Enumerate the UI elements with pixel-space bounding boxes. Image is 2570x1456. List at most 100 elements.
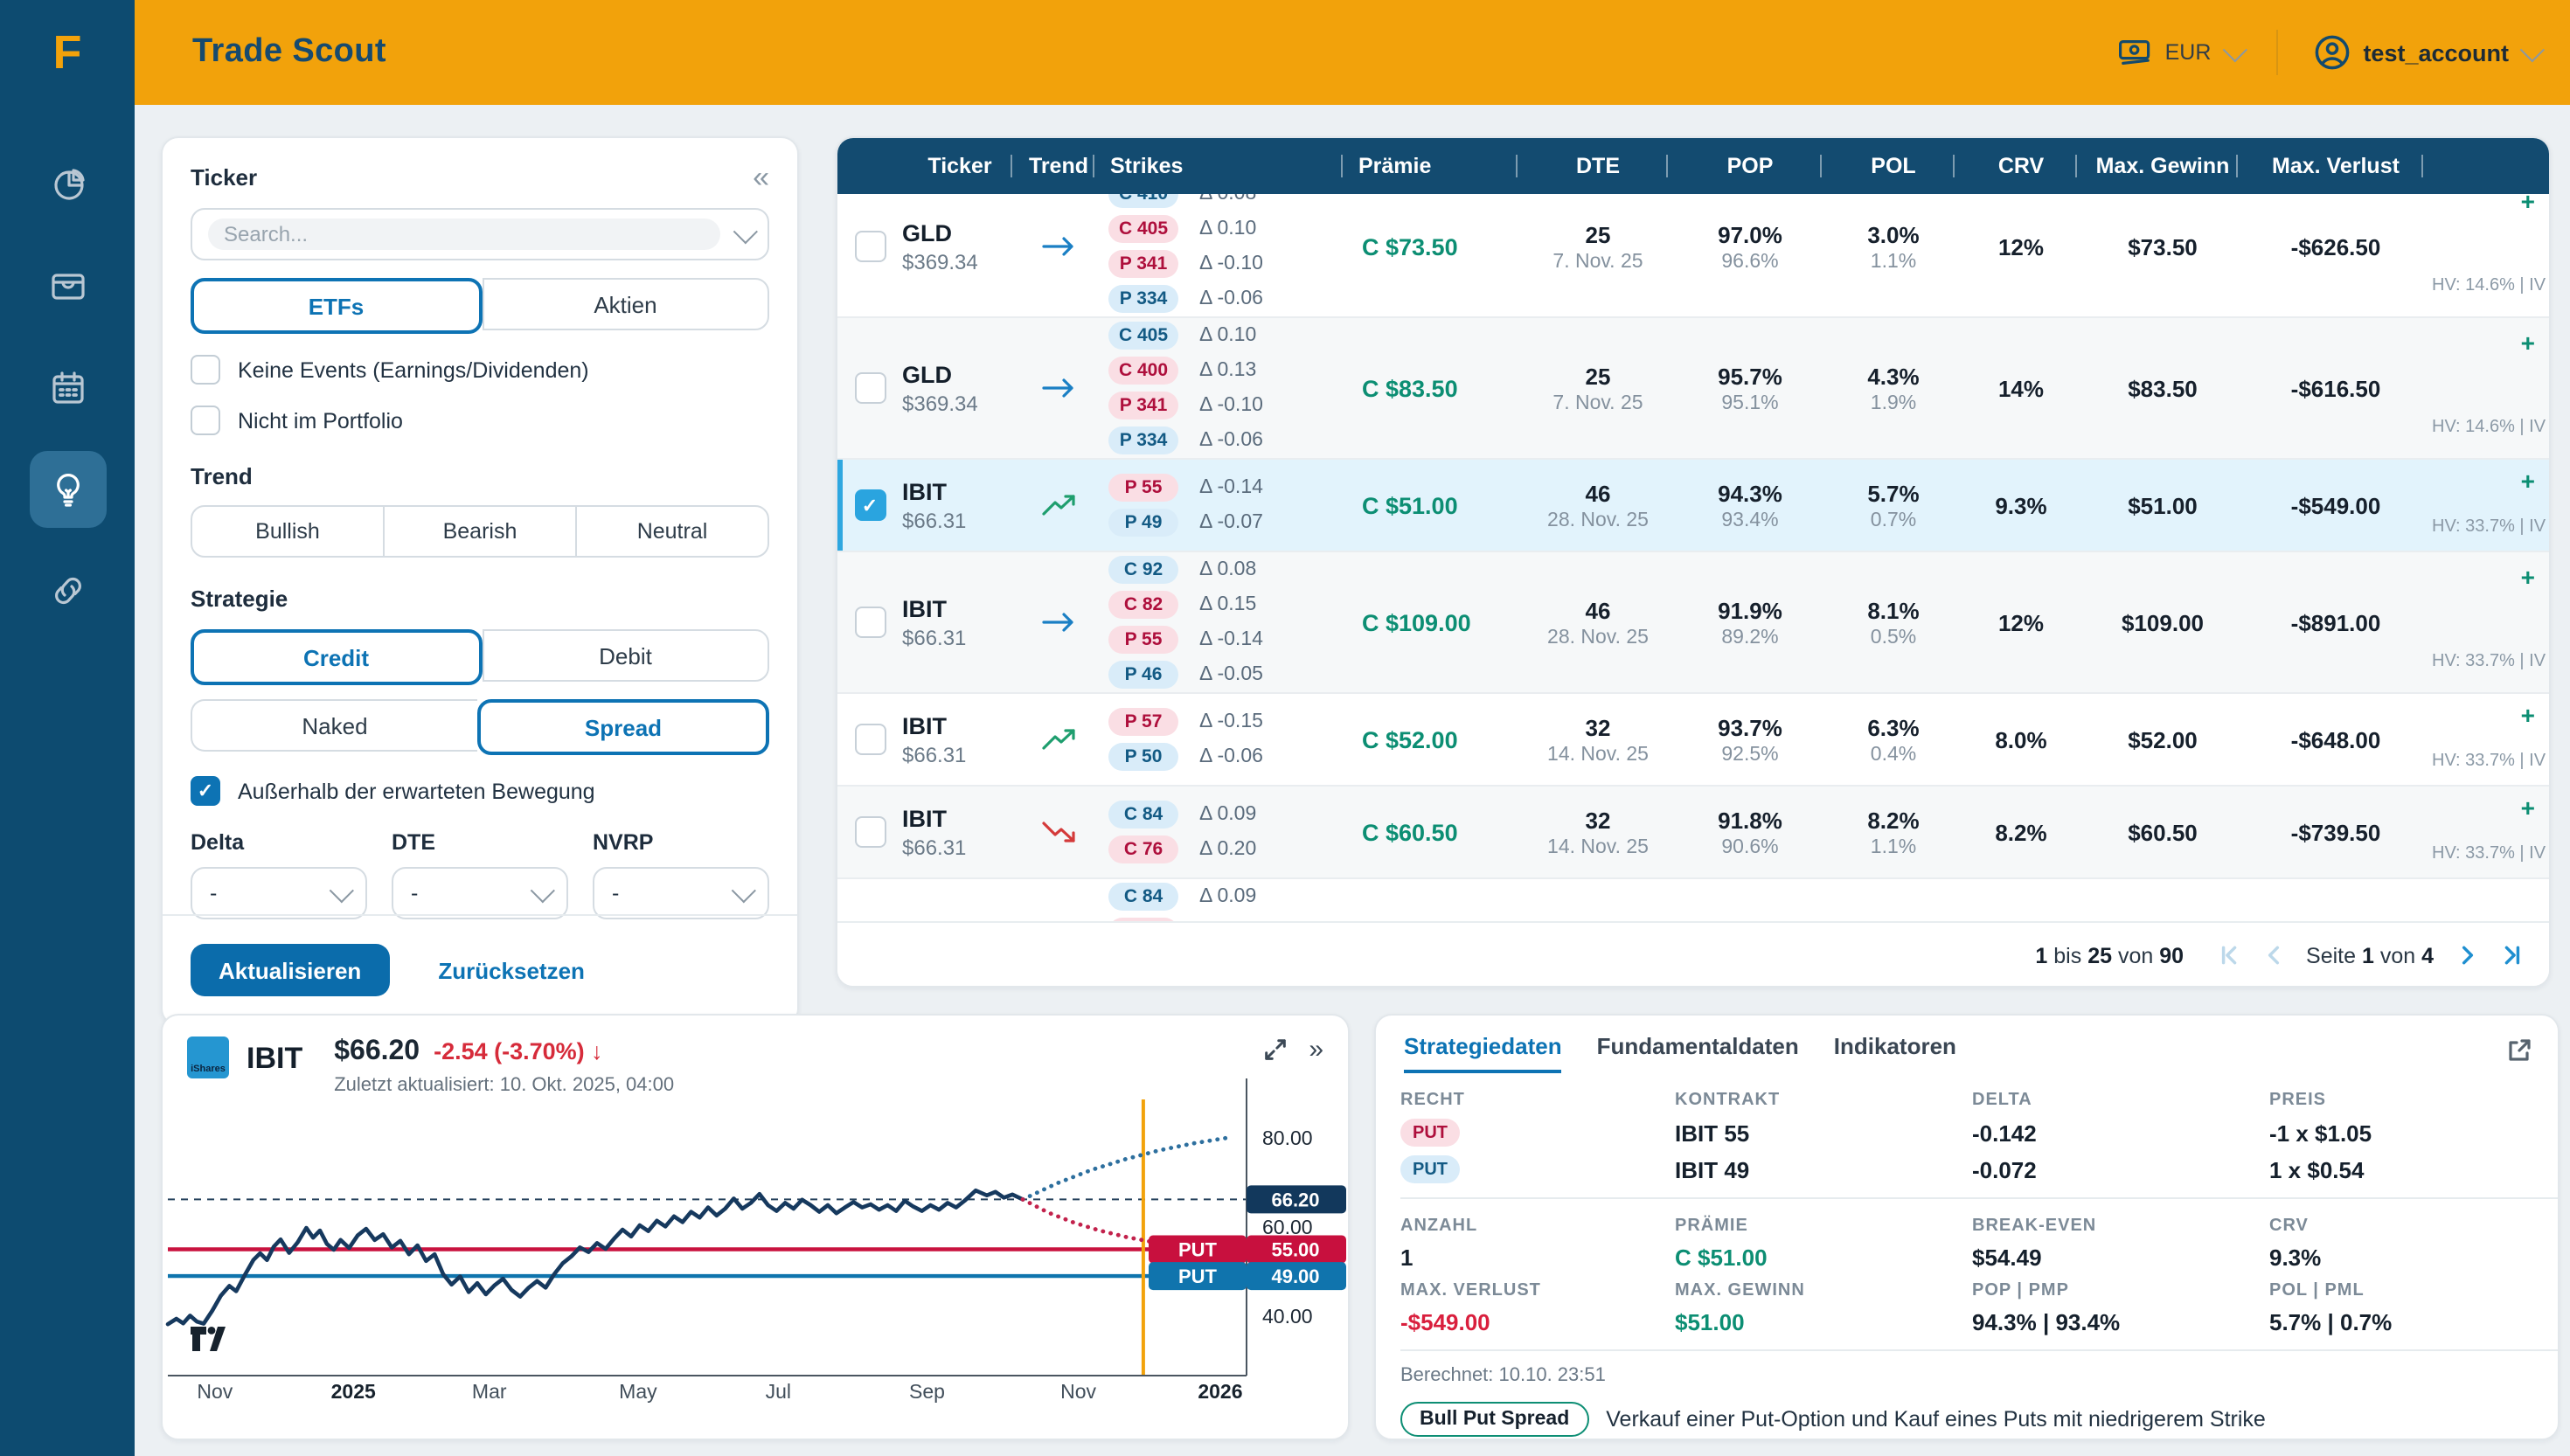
asset-tab-aktien[interactable]: Aktien [482,278,769,330]
column-header-strikes[interactable]: Strikes [1100,154,1348,178]
table-row[interactable]: ✓ IBIT $66.31 P 55 Δ -0.14 P 49 Δ -0.07 C… [837,460,2549,552]
external-link-icon[interactable] [2505,1037,2533,1064]
column-header-ticker[interactable]: Ticker [902,154,1018,178]
row-checkbox[interactable] [854,724,886,755]
hv-iv-text: HV: 14.6% | IV [2432,418,2546,437]
filter-checkbox-row-0[interactable]: Keine Events (Earnings/Dividenden) [191,355,769,385]
column-header-max-verlust[interactable]: Max. Verlust [2243,154,2428,178]
premium-cell: C $60.50 [1362,819,1458,845]
last-page-icon[interactable] [2500,943,2525,967]
apply-button[interactable]: Aktualisieren [191,944,390,996]
currency-selector[interactable]: EUR [2118,35,2247,70]
nvrp-select[interactable]: - [593,867,769,919]
chevrons-right-icon[interactable]: » [1309,1035,1323,1064]
tab-indikatoren[interactable]: Indikatoren [1833,1033,1956,1059]
ticker-search-select[interactable]: Search... [191,208,769,260]
search-input[interactable]: Search... [208,218,720,250]
chart-price: $66.20 [334,1037,420,1066]
hv-iv-text: HV: 33.7% | IV [2432,844,2546,863]
svg-text:PUT: PUT [1178,1265,1218,1287]
top-bar: Trade Scout EUR test_account [135,0,2570,105]
row-checkbox[interactable] [854,231,886,262]
sidebar: F [0,0,135,1456]
add-position-icon[interactable]: + [2520,563,2535,591]
table-row[interactable]: GLD $369.34 C 405 Δ 0.10 C 400 Δ 0.13 P 3… [837,318,2549,460]
add-position-icon[interactable]: + [2520,794,2535,822]
next-page-icon[interactable] [2455,943,2479,967]
column-header-max-gewinn[interactable]: Max. Gewinn [2082,154,2243,178]
dte-cell: 46 28. Nov. 25 [1547,480,1649,530]
column-header-dte[interactable]: DTE [1523,154,1673,178]
sidebar-item-pie-chart[interactable] [29,147,106,224]
price-chart[interactable]: 80.00 60.00 40.00 66.20 PUT 55.00 PUT 49.00 Nov 2… [163,1016,1348,1439]
sidebar-item-links[interactable] [29,552,106,629]
strategy-tab-naked[interactable]: Naked [191,699,477,752]
tab-fundamentaldaten[interactable]: Fundamentaldaten [1596,1033,1799,1059]
expected-move-checkbox[interactable]: ✓ [191,776,220,806]
strike-pill: C 405 [1108,322,1178,350]
account-menu[interactable]: test_account [2312,33,2545,72]
column-header-trend[interactable]: Trend [1018,154,1100,178]
table-row[interactable]: IBIT $66.31 C 84 Δ 0.09 C 76 Δ 0.20 C $60… [837,787,2549,879]
add-position-icon[interactable]: + [2520,194,2535,215]
dte-select[interactable]: - [392,867,568,919]
expected-move-checkbox-row[interactable]: ✓ Außerhalb der erwarteten Bewegung [191,776,769,806]
prev-page-icon[interactable] [2261,943,2285,967]
strategy-tab-credit[interactable]: Credit [191,629,482,685]
sidebar-item-calendar[interactable] [29,350,106,426]
add-position-icon[interactable]: + [2520,329,2535,357]
table-row[interactable]: C 84 Δ 0.09 C 76 Δ 0.20 [837,879,2549,921]
strike-delta: Δ 0.20 [1199,839,1257,860]
tab-strategiedaten[interactable]: Strategiedaten [1404,1033,1562,1073]
table-row[interactable]: IBIT $66.31 C 92 Δ 0.08 C 82 Δ 0.15 P 55 … [837,552,2549,694]
column-header-pr-mie[interactable]: Prämie [1348,154,1523,178]
strategy-label: Strategie [191,586,288,612]
first-page-icon[interactable] [2215,943,2240,967]
trend-up-icon [1018,493,1100,517]
collapse-panel-icon[interactable]: « [753,161,769,194]
crv-cell: 14% [1997,375,2045,401]
trend-option-bullish[interactable]: Bullish [255,519,320,544]
row-checkbox[interactable] [854,816,886,848]
pop-cell: 95.7% 95.1% [1718,363,1782,413]
volatility-cell: + HV: 33.7% | IV [2428,694,2549,785]
premium-cell: C $109.00 [1362,609,1471,635]
pie-icon [48,166,87,205]
column-header-pol[interactable]: POL [1827,154,1960,178]
strike-delta: Δ -0.06 [1199,746,1263,767]
column-header-pop[interactable]: POP [1673,154,1827,178]
add-position-icon[interactable]: + [2520,467,2535,495]
sidebar-item-wallet[interactable] [29,248,106,325]
strategy-tab-debit[interactable]: Debit [482,629,769,682]
pop-cell: 91.9% 89.2% [1718,597,1782,648]
strike-pill: C 410 [1108,194,1178,208]
table-row[interactable]: GLD $369.34 C 410 Δ 0.08 C 405 Δ 0.10 P 3… [837,194,2549,318]
dte-cell: 46 28. Nov. 25 [1547,597,1649,648]
strategy-tab-spread[interactable]: Spread [477,699,769,755]
max-gain-cell: $60.50 [2128,819,2198,845]
link-icon [48,572,87,610]
sidebar-item-ideas[interactable] [29,451,106,528]
strategy-panel: Strategiedaten Fundamentaldaten Indikatore… [1374,1014,2560,1440]
chart-updated: Zuletzt aktualisiert: 10. Okt. 2025, 04:… [334,1075,675,1096]
checkbox[interactable] [191,406,220,435]
table-row[interactable]: IBIT $66.31 P 57 Δ -0.15 P 50 Δ -0.06 C $… [837,694,2549,787]
reset-button[interactable]: Zurücksetzen [427,955,595,985]
asset-tab-etfs[interactable]: ETFs [191,278,482,334]
max-verlust-value: -$549.00 [1400,1309,1490,1335]
fullscreen-icon[interactable] [1261,1037,1288,1063]
checkbox[interactable] [191,355,220,385]
ticker-cell: GLD $369.34 [902,219,978,274]
delta-select[interactable]: - [191,867,367,919]
row-checkbox[interactable]: ✓ [854,489,886,521]
max-loss-cell: -$616.50 [2290,375,2381,401]
row-checkbox[interactable] [854,607,886,638]
trend-option-neutral[interactable]: Neutral [575,507,768,556]
trend-option-bearish[interactable]: Bearish [383,507,575,556]
filter-checkbox-row-1[interactable]: Nicht im Portfolio [191,406,769,435]
add-position-icon[interactable]: + [2520,701,2535,729]
column-header-crv[interactable]: CRV [1960,154,2082,178]
strikes-cell: P 57 Δ -0.15 P 50 Δ -0.06 [1100,694,1348,785]
table-header: Ticker Trend Strikes Prämie DTE POP POL CRV Max.… [837,138,2549,194]
row-checkbox[interactable] [854,372,886,404]
